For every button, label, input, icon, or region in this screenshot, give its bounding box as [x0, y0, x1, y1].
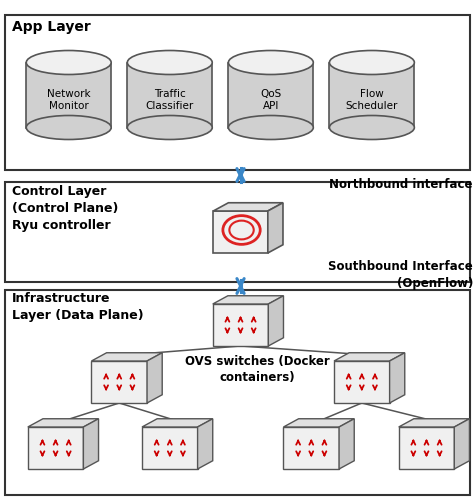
- Polygon shape: [198, 419, 213, 469]
- Ellipse shape: [330, 50, 414, 74]
- Bar: [5, 15, 470, 170]
- Ellipse shape: [228, 116, 314, 140]
- Text: Northbound interface: Northbound interface: [330, 178, 473, 192]
- Polygon shape: [213, 211, 268, 253]
- Text: OVS switches (Docker
containers): OVS switches (Docker containers): [185, 356, 330, 384]
- Bar: [5, 290, 470, 495]
- Polygon shape: [26, 62, 111, 128]
- Ellipse shape: [26, 116, 111, 140]
- Text: QoS
API: QoS API: [260, 89, 282, 111]
- Polygon shape: [399, 427, 454, 469]
- Text: Infrastructure
Layer (Data Plane): Infrastructure Layer (Data Plane): [12, 292, 144, 322]
- Polygon shape: [92, 353, 162, 361]
- Polygon shape: [127, 62, 212, 128]
- Polygon shape: [330, 62, 414, 128]
- Text: Southbound Interface
(OpenFlow): Southbound Interface (OpenFlow): [328, 260, 473, 290]
- Polygon shape: [284, 427, 339, 469]
- Polygon shape: [142, 427, 198, 469]
- Text: Traffic
Classifier: Traffic Classifier: [146, 89, 194, 111]
- Polygon shape: [284, 419, 354, 427]
- Text: Flow
Scheduler: Flow Scheduler: [346, 89, 398, 111]
- Polygon shape: [334, 353, 405, 361]
- Polygon shape: [334, 361, 389, 403]
- Polygon shape: [213, 203, 283, 211]
- Polygon shape: [399, 419, 469, 427]
- Polygon shape: [228, 62, 314, 128]
- Polygon shape: [390, 353, 405, 403]
- Ellipse shape: [127, 116, 212, 140]
- Polygon shape: [213, 296, 284, 304]
- Polygon shape: [84, 419, 98, 469]
- Polygon shape: [268, 296, 284, 346]
- Polygon shape: [213, 304, 268, 346]
- Polygon shape: [28, 427, 84, 469]
- Bar: [5, 182, 470, 282]
- Polygon shape: [268, 203, 283, 253]
- Text: Network
Monitor: Network Monitor: [47, 89, 91, 111]
- Text: App Layer: App Layer: [12, 20, 91, 34]
- Ellipse shape: [330, 116, 414, 140]
- Ellipse shape: [228, 50, 314, 74]
- Ellipse shape: [127, 50, 212, 74]
- Polygon shape: [454, 419, 469, 469]
- Polygon shape: [142, 419, 213, 427]
- Polygon shape: [28, 419, 98, 427]
- Ellipse shape: [26, 50, 111, 74]
- Polygon shape: [147, 353, 162, 403]
- Polygon shape: [92, 361, 147, 403]
- Text: Control Layer
(Control Plane)
Ryu controller: Control Layer (Control Plane) Ryu contro…: [12, 185, 118, 232]
- Polygon shape: [339, 419, 354, 469]
